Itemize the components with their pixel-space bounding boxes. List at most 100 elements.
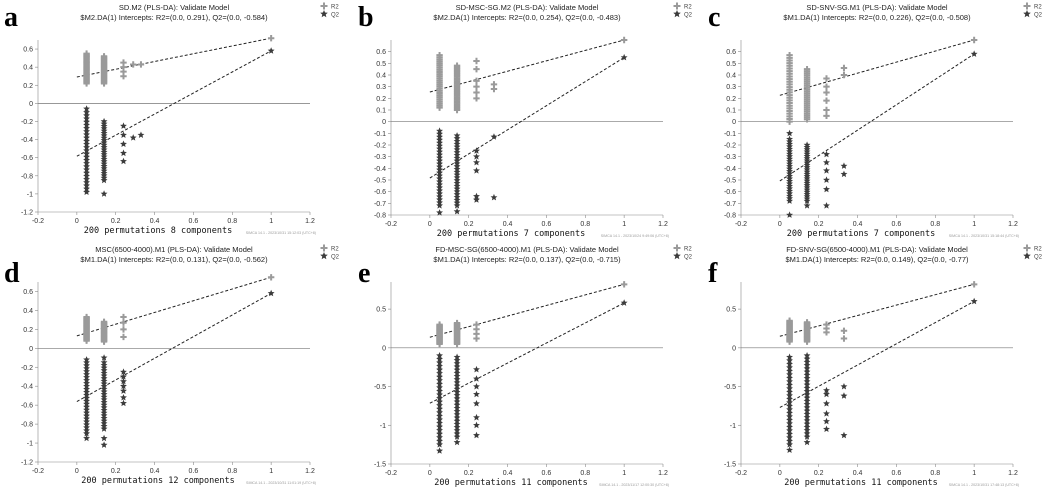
chart-title: SD-SNV-SG.M1 (PLS-DA): Validate Model (806, 3, 947, 12)
x-tick-label: 1 (622, 221, 626, 228)
point-r2 (840, 71, 848, 79)
point-q2 (473, 375, 480, 382)
point-q2 (83, 153, 90, 160)
point-q2 (803, 175, 811, 182)
y-tick-label: -0.8 (21, 422, 33, 429)
point-r2 (100, 53, 108, 60)
point-q2 (823, 150, 830, 158)
point-q2 (83, 150, 90, 157)
point-final-r2 (970, 36, 978, 44)
regression-line-q2 (76, 292, 272, 402)
point-q2 (83, 134, 90, 141)
point-r2 (823, 321, 830, 328)
y-tick-label: -0.2 (21, 365, 33, 372)
x-axis-label: 200 permutations 7 components (787, 229, 935, 239)
point-q2 (436, 366, 443, 373)
point-q2 (786, 434, 793, 441)
point-q2 (453, 179, 461, 187)
point-q2 (453, 146, 461, 153)
x-tick-label: 0.8 (580, 470, 590, 477)
point-q2 (803, 410, 811, 418)
point-q2 (83, 127, 90, 135)
point-q2 (453, 174, 461, 181)
point-q2 (100, 396, 108, 403)
regression-line-q2 (779, 300, 975, 408)
x-tick-label: 1 (972, 221, 976, 228)
point-q2 (453, 185, 461, 192)
point-q2 (436, 387, 443, 395)
y-tick-label: -0.7 (724, 201, 736, 208)
point-q2 (100, 441, 108, 448)
point-q2 (100, 157, 108, 165)
point-q2 (100, 369, 108, 377)
x-tick-label: 0.6 (892, 470, 902, 477)
point-q2 (786, 182, 793, 190)
x-tick-label: 0.4 (853, 221, 863, 228)
legend-r2-label: R2 (331, 247, 339, 253)
point-r2 (823, 75, 830, 82)
point-q2 (453, 182, 461, 189)
point-q2 (83, 143, 90, 151)
point-r2 (473, 335, 480, 342)
legend-r2-marker (1023, 244, 1031, 252)
point-q2 (436, 148, 443, 155)
x-tick-label: 1 (269, 468, 273, 475)
point-q2 (803, 186, 811, 193)
point-q2 (453, 137, 461, 145)
y-tick-label: -1 (27, 441, 33, 448)
point-q2 (100, 120, 108, 127)
x-tick-label: 0.8 (930, 470, 940, 477)
point-q2 (100, 388, 108, 395)
point-q2 (786, 177, 793, 185)
point-q2 (453, 176, 461, 184)
y-tick-label: -0.8 (374, 213, 386, 220)
regression-line-q2 (429, 57, 625, 179)
point-q2 (823, 425, 830, 433)
point-q2 (786, 145, 793, 152)
point-q2 (436, 133, 443, 140)
point-q2 (786, 385, 793, 392)
point-q2 (436, 412, 443, 420)
point-q2 (453, 375, 461, 383)
point-q2 (803, 423, 811, 431)
point-q2 (120, 399, 127, 407)
point-q2 (453, 385, 461, 392)
y-tick-label: -0.6 (724, 189, 736, 196)
point-r2 (840, 335, 848, 342)
x-tick-label: 0.8 (930, 221, 940, 228)
point-q2 (100, 150, 108, 158)
y-tick-label: -0.6 (21, 403, 33, 410)
point-q2 (786, 187, 793, 195)
panel-letter: b (358, 2, 374, 33)
footnote: SIMCA 14.1 - 2023/10/31 17:48:13 (UTC+8) (949, 483, 1019, 487)
point-final-r2 (970, 281, 978, 288)
point-q2 (786, 402, 793, 410)
point-q2 (803, 195, 811, 202)
point-q2 (786, 185, 793, 192)
point-q2 (786, 152, 793, 160)
panel-letter: a (4, 2, 18, 33)
point-final-r2 (267, 34, 275, 42)
point-r2 (786, 317, 793, 324)
y-tick-label: 0 (29, 346, 33, 353)
point-q2 (453, 382, 461, 389)
point-q2 (803, 192, 811, 200)
legend-r2-marker (673, 244, 681, 252)
point-q2 (83, 385, 90, 393)
point-q2 (803, 197, 811, 204)
point-r2 (120, 59, 127, 66)
y-tick-label: -0.4 (21, 384, 33, 391)
point-q2 (803, 163, 811, 171)
point-q2 (453, 193, 461, 201)
point-q2 (100, 404, 108, 411)
point-q2 (100, 372, 108, 379)
point-q2 (120, 373, 127, 380)
legend-r2-label: R2 (1034, 5, 1042, 11)
point-q2 (100, 167, 108, 174)
point-q2 (786, 423, 793, 431)
point-q2 (436, 136, 443, 143)
legend-r2-label: R2 (684, 247, 692, 253)
y-tick-label: 0.4 (726, 73, 736, 80)
point-q2 (83, 105, 90, 112)
chart-title: FD-MSC-SG(6500-4000).M1 (PLS-DA): Valida… (435, 245, 619, 254)
